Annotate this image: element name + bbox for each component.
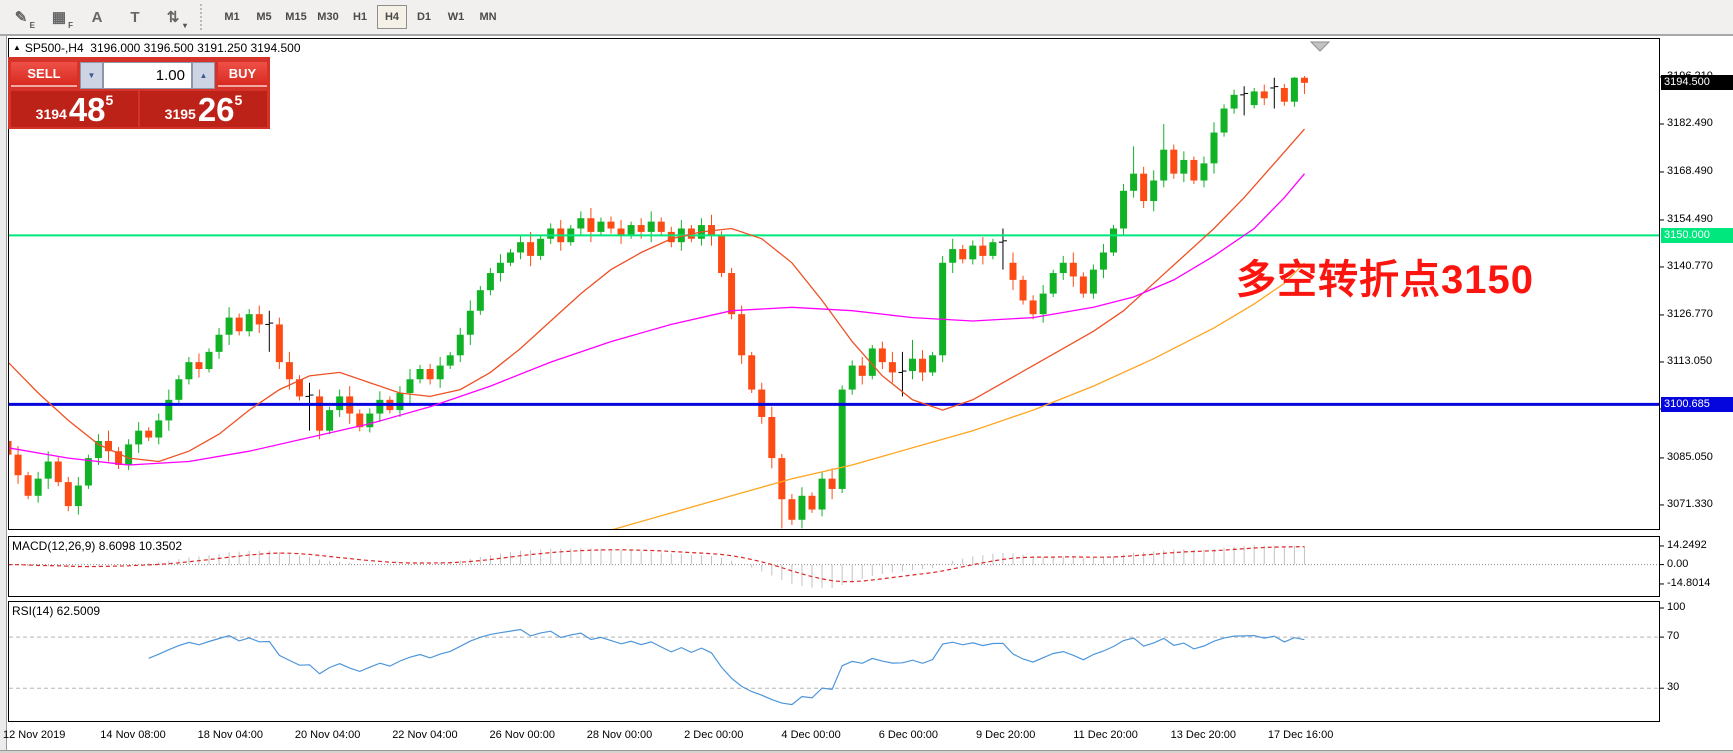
rsi-tick: 30 [1667,681,1680,694]
timeframe-buttons: M1 M5 M15 M30 H1 H4 D1 W1 MN [216,5,504,29]
volume-input[interactable] [103,62,192,89]
time-axis-label: 28 Nov 00:00 [586,729,653,741]
annotation-text: 多空转折点3150 [1236,258,1534,302]
sell-price-sup: 5 [105,92,114,108]
price-tick: 3113.050 [1667,354,1713,367]
sell-price-big: 48 [68,91,106,128]
macd-indicator-label: MACD(12,26,9) 8.6098 10.3502 [12,539,183,553]
symbol-ohlc: 3196.000 3196.500 3191.250 3194.500 [90,41,301,55]
time-axis-label: 13 Dec 20:00 [1170,729,1237,741]
time-axis-label: 9 Dec 20:00 [976,729,1036,741]
sell-price-quote[interactable]: 3194 48 5 [11,91,138,127]
buy-button[interactable]: BUY [218,62,267,87]
price-tick: 3154.490 [1667,212,1713,225]
time-axis-label: 18 Nov 04:00 [197,729,264,741]
time-axis-label: 4 Dec 00:00 [781,729,841,741]
timeframe-H1[interactable]: H1 [352,11,368,23]
tool-buttons: ✎ E ▦ F A T ⇅ ▾ [0,3,190,31]
line-studies-icon[interactable]: ✎ E [14,9,35,30]
buy-price-sup: 5 [234,92,243,108]
time-axis-label: 17 Dec 16:00 [1267,729,1334,741]
timeframe-W1[interactable]: W1 [447,11,465,23]
timeframe-MN[interactable]: MN [479,11,497,23]
timeframe-M5[interactable]: M5 [256,11,272,23]
price-badge-3150.000: 3150.000 [1661,227,1733,243]
macd-pane[interactable] [8,536,1660,597]
time-axis-label: 6 Dec 00:00 [878,729,939,741]
symbol-name: SP500-,H4 [24,41,84,55]
price-badge-3100.685: 3100.685 [1661,396,1733,412]
rsi-tick: 70 [1667,630,1680,643]
rsi-pane[interactable] [8,601,1660,722]
grid-icon[interactable]: ▦ F [51,9,73,30]
text-label-icon[interactable]: A [91,8,103,26]
sell-price-prefix: 3194 [35,106,67,122]
toolbar-separator [200,4,208,30]
macd-tick: -14.8014 [1667,576,1711,589]
time-axis-label: 14 Nov 08:00 [100,729,166,741]
sell-button[interactable]: SELL [11,62,77,87]
text-box-icon[interactable]: T [130,8,140,26]
time-axis-label: 12 Nov 2019 [3,729,66,741]
price-tick: 3085.050 [1667,450,1713,463]
time-axis-label: 26 Nov 00:00 [489,729,555,741]
rsi-tick: 100 [1667,601,1686,613]
rsi-indicator-label: RSI(14) 62.5009 [12,604,101,618]
chart-header: ▲ SP500-,H4 3196.000 3196.500 3191.250 31… [13,41,301,55]
price-tick: 3182.490 [1667,117,1713,129]
price-tick: 3168.490 [1667,164,1713,177]
time-axis-label: 20 Nov 04:00 [294,729,361,741]
buy-price-prefix: 3195 [164,106,196,122]
one-click-trade-panel: SELL ▼ ▲ BUY 3194 48 5 3195 26 5 [8,57,270,129]
timeframe-M30[interactable]: M30 [317,11,339,23]
macd-tick: 14.2492 [1667,538,1707,551]
timeframe-D1[interactable]: D1 [416,11,432,23]
toolbar: ✎ E ▦ F A T ⇅ ▾ M1 M5 M15 M30 H1 H4 D1 W1 MN [0,0,1733,36]
time-axis-label: 2 Dec 00:00 [684,729,744,741]
price-badge-3194.500: 3194.500 [1661,75,1733,91]
timeframe-M1[interactable]: M1 [224,11,240,23]
price-tick: 3071.330 [1667,497,1713,510]
price-tick: 3140.770 [1667,259,1713,272]
symbol-collapse-icon[interactable]: ▲ [13,43,21,52]
arrows-icon[interactable]: ⇅ ▾ [166,9,187,30]
buy-price-big: 26 [197,91,235,128]
window-bottom-edge [0,750,1733,753]
volume-increase-icon[interactable]: ▲ [192,62,215,89]
timeframe-M15[interactable]: M15 [285,11,307,23]
volume-decrease-icon[interactable]: ▼ [80,62,103,89]
time-axis-label: 11 Dec 20:00 [1073,729,1138,741]
time-axis-label: 22 Nov 04:00 [392,729,458,741]
window-left-edge [0,36,7,753]
macd-tick: 0.00 [1667,557,1689,570]
timeframe-H4[interactable]: H4 [377,5,407,29]
price-tick: 3126.770 [1667,307,1713,320]
buy-price-quote[interactable]: 3195 26 5 [140,91,267,127]
